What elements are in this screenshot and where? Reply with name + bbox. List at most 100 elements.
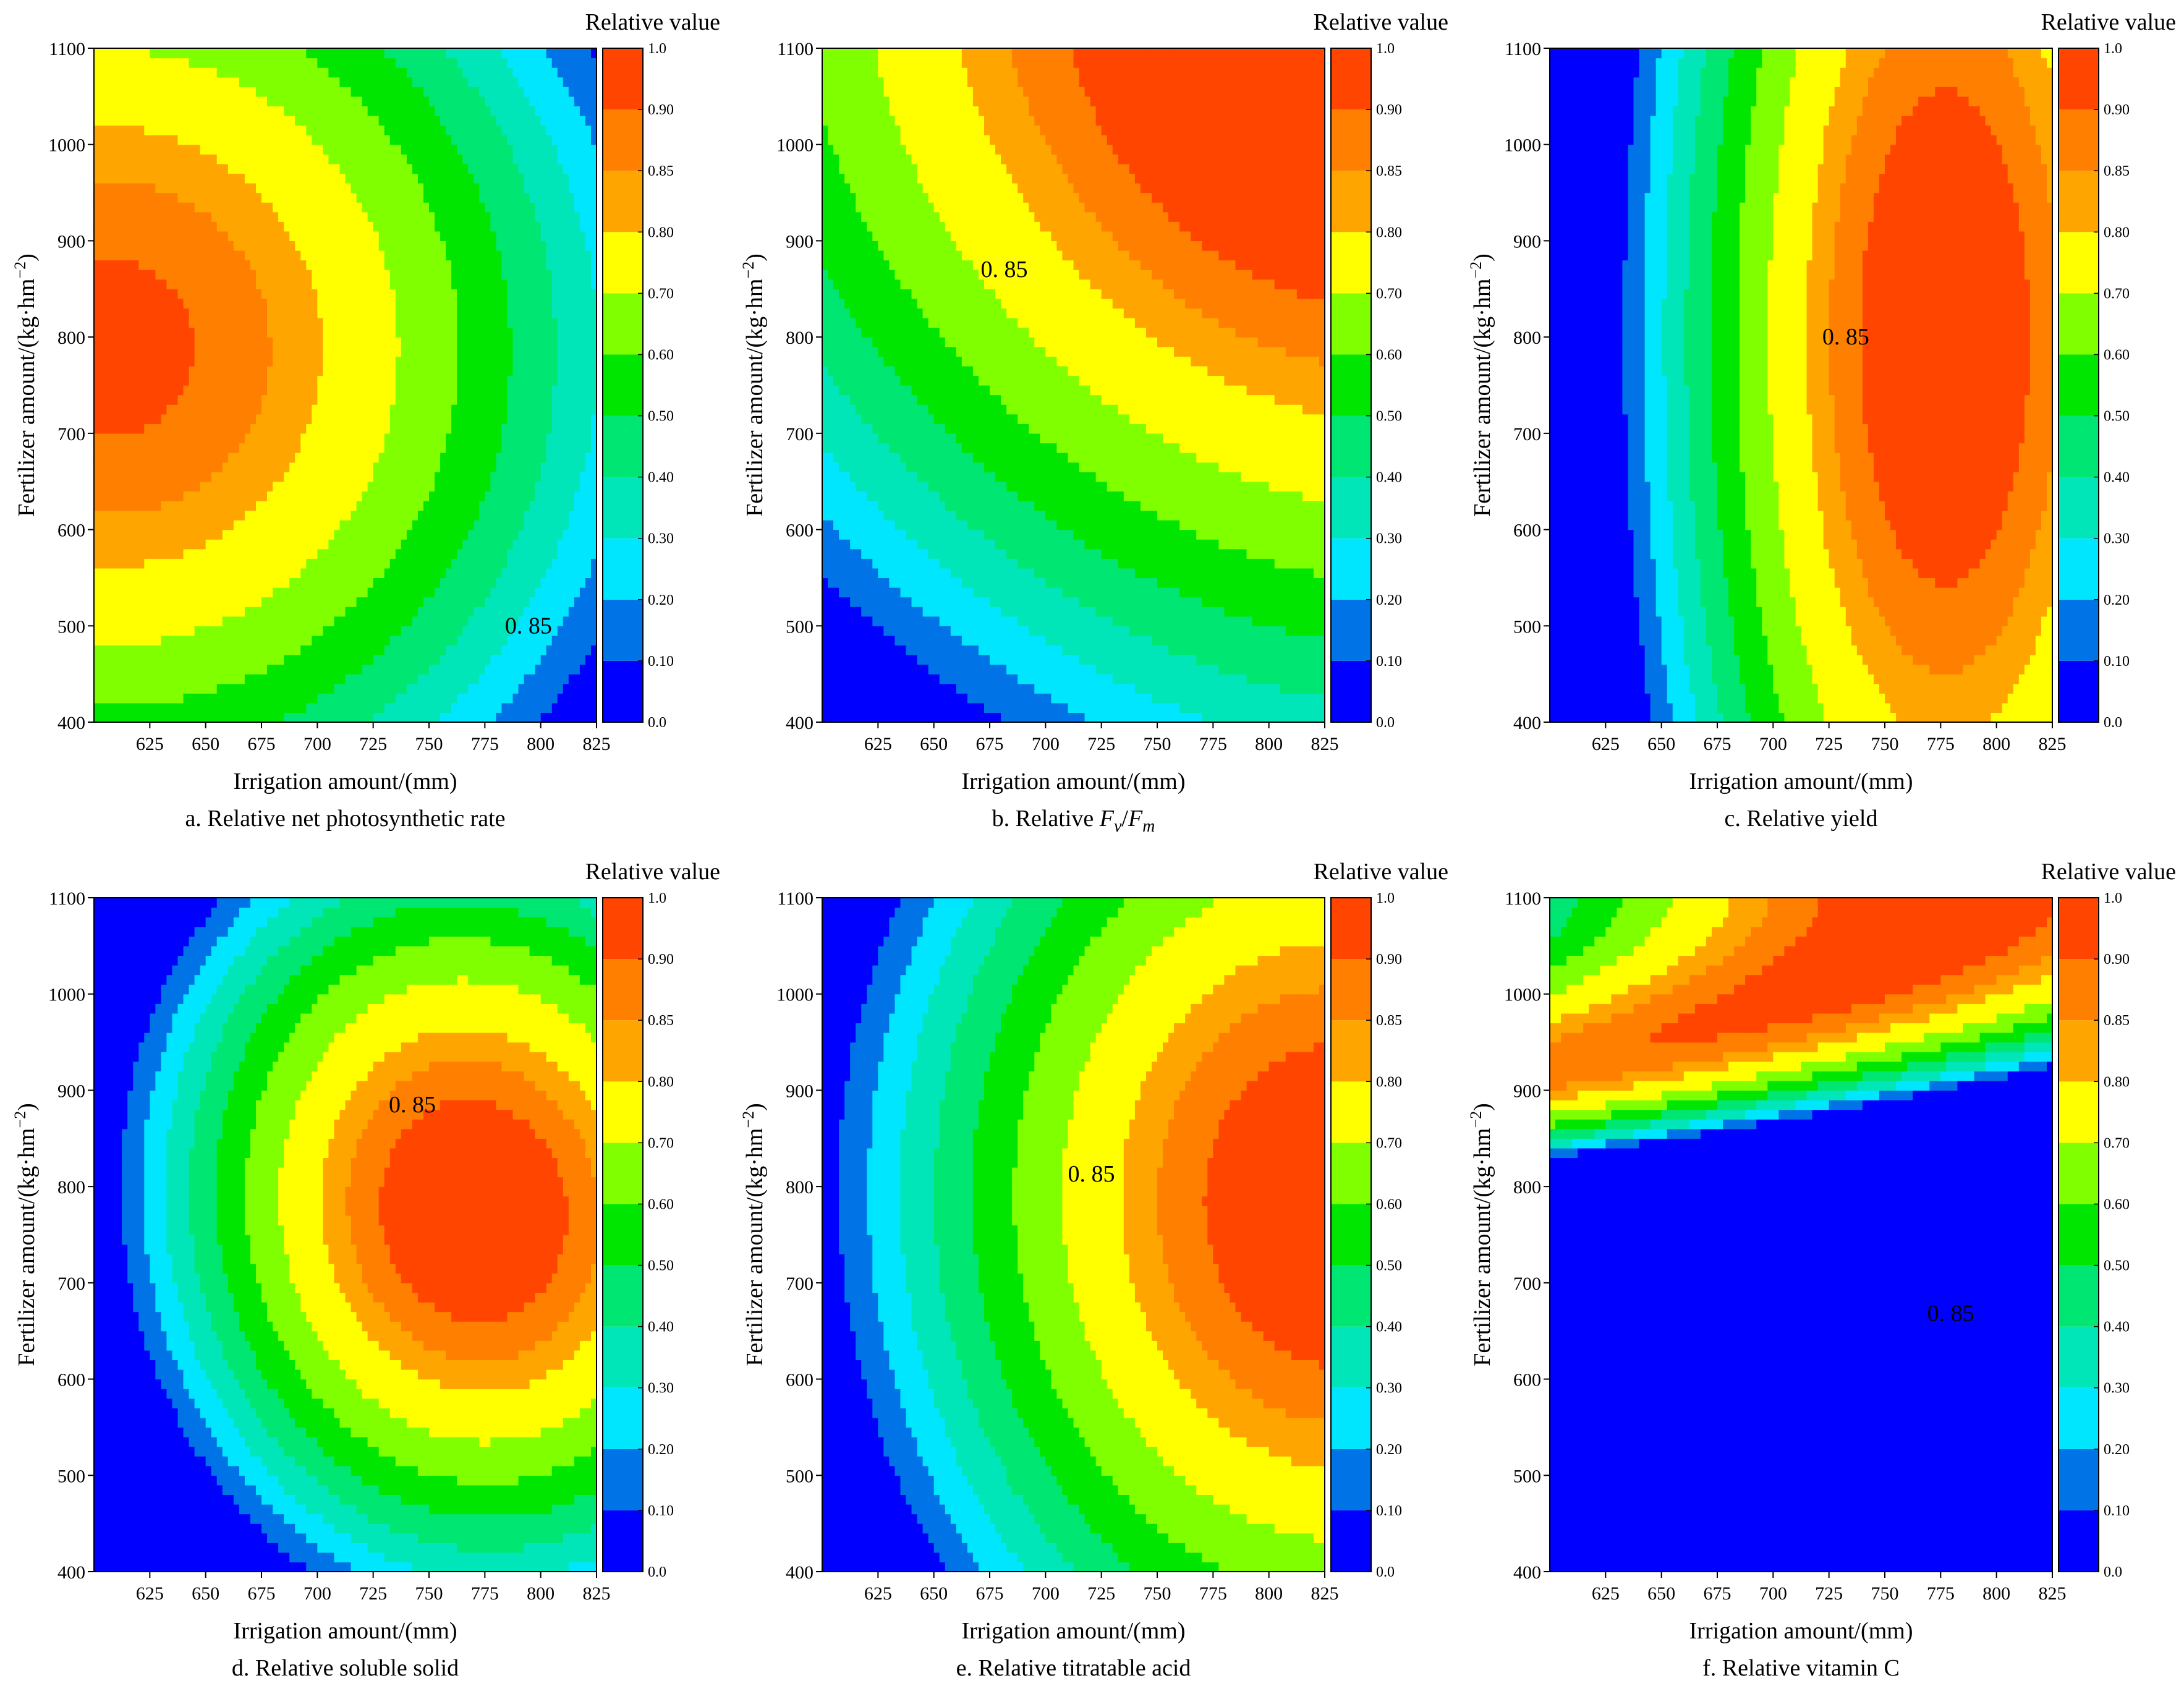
contour-cell — [122, 664, 128, 675]
contour-cell — [362, 453, 368, 463]
contour-cell — [546, 500, 553, 511]
contour-cell — [557, 404, 564, 415]
contour-cell — [440, 607, 446, 617]
contour-cell — [300, 337, 307, 347]
contour-cell — [446, 462, 452, 472]
contour-cell — [122, 270, 128, 280]
contour-cell — [278, 270, 284, 280]
contour-cell — [384, 481, 391, 492]
contour-cell — [94, 424, 100, 434]
contour-cell — [111, 433, 117, 444]
contour-cell — [278, 414, 284, 424]
contour-cell — [166, 693, 173, 704]
contour-cell — [133, 192, 139, 203]
contour-cell — [172, 510, 179, 521]
contour-cell — [373, 270, 380, 280]
contour-cell — [496, 318, 503, 328]
contour-cell — [323, 529, 329, 540]
contour-cell — [446, 577, 452, 588]
contour-cell — [289, 587, 295, 598]
contour-cell — [194, 241, 201, 251]
contour-cell — [122, 674, 128, 684]
contour-cell — [579, 375, 586, 386]
contour-cell — [546, 655, 553, 665]
contour-cell — [261, 472, 268, 482]
contour-cell — [351, 241, 357, 251]
contour-cell — [200, 453, 206, 463]
contour-cell — [524, 375, 530, 386]
contour-cell — [468, 289, 474, 299]
contour-cell — [429, 655, 435, 665]
contour-cell — [127, 318, 134, 328]
contour-cell — [535, 250, 542, 261]
contour-cell — [417, 500, 424, 511]
contour-cell — [172, 318, 179, 328]
contour-cell — [306, 394, 312, 405]
contour-cell — [183, 655, 190, 665]
contour-cell — [423, 674, 430, 684]
contour-cell — [429, 702, 435, 713]
contour-cell — [585, 308, 592, 318]
contour-cell — [378, 520, 385, 530]
contour-cell — [295, 356, 301, 367]
contour-cell — [462, 433, 469, 444]
contour-cell — [535, 443, 542, 453]
contour-cell — [373, 712, 380, 723]
contour-cell — [216, 231, 223, 242]
contour-cell — [362, 481, 368, 492]
contour-cell — [116, 607, 122, 617]
contour-cell — [328, 289, 335, 299]
contour-cell — [423, 702, 430, 713]
contour-cell — [233, 231, 240, 242]
contour-cell — [423, 664, 430, 675]
contour-cell — [440, 655, 446, 665]
contour-cell — [306, 577, 312, 588]
contour-cell — [446, 356, 452, 367]
contour-cell — [446, 211, 452, 222]
contour-cell — [216, 510, 223, 521]
contour-cell — [474, 279, 480, 289]
contour-cell — [563, 577, 569, 588]
contour-cell — [417, 394, 424, 405]
contour-cell — [362, 327, 368, 338]
contour-cell — [557, 318, 564, 328]
contour-cell — [278, 241, 284, 251]
contour-cell — [446, 712, 452, 723]
contour-cell — [150, 327, 156, 338]
contour-cell — [189, 462, 195, 472]
contour-cell — [563, 548, 569, 559]
contour-cell — [585, 375, 592, 386]
contour-cell — [205, 308, 212, 318]
contour-cell — [468, 404, 474, 415]
contour-cell — [384, 394, 391, 405]
contour-cell — [144, 520, 150, 530]
contour-cell — [100, 385, 106, 396]
contour-cell — [166, 327, 173, 338]
contour-cell — [468, 337, 474, 347]
contour-cell — [284, 683, 290, 694]
contour-cell — [457, 587, 463, 598]
contour-cell — [278, 626, 284, 636]
contour-cell — [579, 337, 586, 347]
contour-cell — [451, 510, 457, 521]
contour-cell — [417, 597, 424, 607]
contour-cell — [323, 558, 329, 569]
contour-cell — [200, 385, 206, 396]
contour-cell — [144, 616, 150, 626]
contour-cell — [546, 443, 553, 453]
contour-cell — [579, 356, 586, 367]
contour-cell — [540, 356, 547, 367]
contour-cell — [507, 385, 514, 396]
contour-cell — [267, 231, 273, 242]
contour-cell — [150, 491, 156, 501]
contour-cell — [496, 655, 503, 665]
contour-cell — [133, 548, 139, 559]
contour-cell — [574, 626, 580, 636]
contour-cell — [216, 587, 223, 598]
contour-cell — [373, 702, 380, 713]
contour-cell — [328, 693, 335, 704]
contour-cell — [127, 616, 134, 626]
contour-cell — [312, 702, 318, 713]
contour-cell — [239, 548, 245, 559]
contour-cell — [334, 683, 341, 694]
